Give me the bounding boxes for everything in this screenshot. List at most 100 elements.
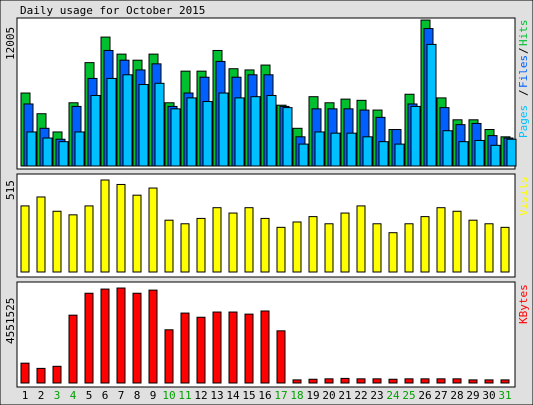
day-label: 20 [322,389,335,402]
day-label: 27 [434,389,447,402]
pages-bar [106,77,117,167]
pages-bar [122,74,133,167]
visits-bar [68,214,78,273]
visits-bar [180,223,190,273]
pages-bar [394,143,405,167]
visits-bar [196,217,206,273]
hits-legend: Pages / Files / Hits [517,20,530,139]
kbytes-bar [324,378,334,384]
kbytes-bar [468,379,478,384]
kbytes-bar [212,311,222,384]
visits-bar [244,207,254,273]
pages-bar [42,137,53,167]
day-label: 11 [178,389,191,402]
day-label: 18 [290,389,303,402]
day-label: 31 [498,389,511,402]
pages-bar [138,84,149,167]
legend-pages: Pages [517,105,530,138]
visits-bar [20,205,30,273]
visits-bar [356,205,366,273]
legend-hits: Hits [517,20,530,47]
pages-bar [154,82,165,167]
visits-bar [276,226,286,273]
day-label: 25 [402,389,415,402]
kbytes-bar [356,378,366,384]
visits-bar [324,223,334,273]
kbytes-bar [420,378,430,384]
visits-max-label: 515 [4,180,17,200]
visits-bar [148,187,158,273]
kbytes-bar [84,292,94,384]
kbytes-bar [68,314,78,384]
kbytes-bar [404,378,414,384]
hits-max-label: 12005 [4,27,17,60]
day-label: 7 [118,389,125,402]
kbytes-bar [260,310,270,384]
visits-bar [84,205,94,273]
day-label: 17 [274,389,287,402]
kbytes-bar [484,379,494,384]
day-label: 10 [162,389,175,402]
day-label: 23 [370,389,383,402]
kbytes-bar [116,287,126,384]
kbytes-bar [388,378,398,384]
pages-bar [442,130,453,167]
visits-bar [36,196,46,273]
kbytes-bar [244,313,254,384]
visits-bar [420,216,430,273]
visits-bar [164,219,174,273]
day-label: 13 [210,389,223,402]
kbytes-bar [276,330,286,384]
day-label: 1 [22,389,29,402]
pages-bar [330,132,341,167]
day-label: 15 [242,389,255,402]
kbytes-bar [180,312,190,384]
pages-bar [234,97,245,167]
pages-bar [458,141,469,167]
pages-bar [58,141,69,167]
kbytes-bar [372,378,382,384]
day-label: 8 [134,389,141,402]
pages-bar [282,107,293,167]
chart-title: Daily usage for October 2015 [20,4,205,17]
day-label: 19 [306,389,319,402]
pages-bar [314,131,325,167]
kbytes-bar [436,378,446,384]
legend-visits: Visits [517,176,530,216]
visits-bar [436,207,446,273]
day-label: 26 [418,389,431,402]
legend-kbytes: KBytes [517,284,530,324]
pages-bar [362,136,373,167]
kbytes-bar [164,329,174,384]
visits-bar [372,223,382,273]
pages-bar [298,143,309,167]
pages-bar [74,131,85,167]
day-label: 21 [338,389,351,402]
day-label: 9 [150,389,157,402]
day-label: 24 [386,389,400,402]
day-labels: 1 2 3 4 5 6 7 8 9 10 11 12 13 14 15 16 17 18 19 20 21 22 23 24 2… [22,389,512,402]
kbytes-bar [308,378,318,384]
visits-bar [292,221,302,273]
day-label: 12 [194,389,207,402]
visits-bar [452,210,462,273]
pages-bar [490,144,501,167]
day-label: 5 [86,389,93,402]
visits-bar [308,216,318,273]
visits-bar [212,207,222,273]
legend-files: Files [517,55,530,88]
pages-bar [90,94,101,167]
pages-bar [250,96,261,167]
visits-bar [260,217,270,273]
kbytes-bar [52,365,62,384]
kbytes-bar [132,292,142,384]
kbytes-bar [100,288,110,384]
pages-bar [506,138,517,167]
pages-bar [474,139,485,167]
visits-bar [340,212,350,273]
visits-bar [388,232,398,273]
visits-bar [500,226,510,273]
day-label: 14 [226,389,240,402]
